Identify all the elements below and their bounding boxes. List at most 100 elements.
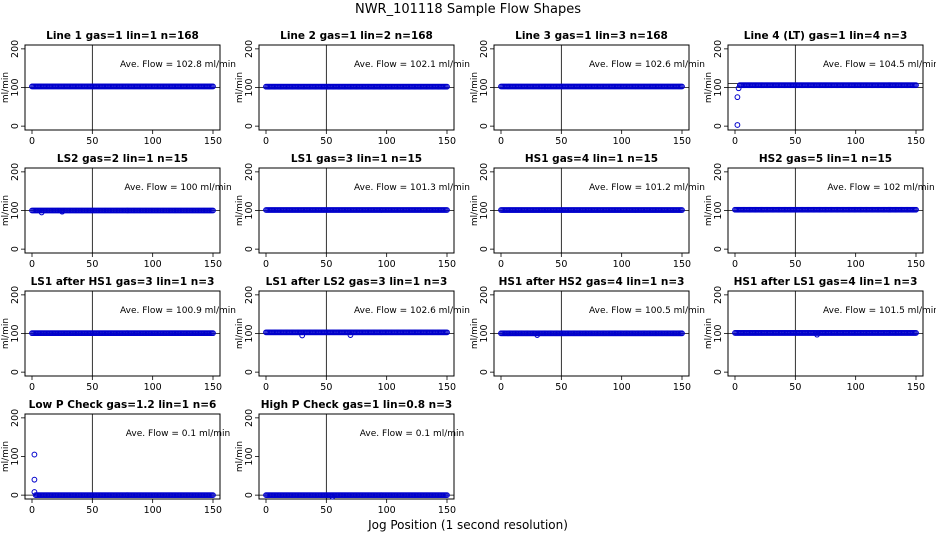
- average-flow-annotation: Ave. Flow = 100.9 ml/min: [120, 306, 236, 316]
- y-tick-label: 200: [713, 40, 724, 58]
- panel-title: High P Check gas=1 lin=0.8 n=3: [261, 399, 452, 411]
- data-point: [444, 329, 450, 336]
- x-tick-label: 100: [378, 136, 396, 147]
- panel-12: HS1 after LS1 gas=4 lin=1 n=3 0 50 100 150 0 1…: [704, 276, 936, 393]
- y-axis-label: ml/min: [235, 195, 245, 226]
- x-tick-label: 0: [498, 136, 504, 147]
- x-tick-label: 150: [204, 259, 222, 270]
- y-axis-label: ml/min: [235, 441, 245, 472]
- panel-title: HS2 gas=5 lin=1 n=15: [759, 153, 892, 165]
- x-tick-label: 0: [263, 259, 269, 270]
- x-tick-label: 0: [263, 505, 269, 516]
- data-point: [913, 330, 919, 336]
- panel-10: LS1 after LS2 gas=3 lin=1 n=3 0 50 100 150 0 1…: [235, 276, 470, 393]
- panel-11: HS1 after HS2 gas=4 lin=1 n=3 0 50 100 150 0 1…: [470, 276, 705, 393]
- data-point: [534, 332, 541, 338]
- x-tick-label: 0: [29, 136, 35, 147]
- x-tick-label: 150: [673, 259, 691, 270]
- x-tick-label: 150: [438, 505, 456, 516]
- y-tick-label: 200: [479, 163, 490, 181]
- x-tick-label: 150: [907, 259, 925, 270]
- x-tick-label: 50: [320, 505, 332, 516]
- x-tick-label: 0: [263, 136, 269, 147]
- data-point: [31, 451, 38, 458]
- x-tick-label: 50: [555, 259, 567, 270]
- x-tick-label: 100: [613, 382, 631, 393]
- x-tick-label: 150: [907, 382, 925, 393]
- y-axis-label: ml/min: [470, 318, 480, 349]
- panel-title: Line 2 gas=1 lin=2 n=168: [280, 30, 433, 42]
- x-tick-label: 50: [789, 136, 801, 147]
- data-point: [31, 476, 38, 483]
- panel-1: Line 1 gas=1 lin=1 n=168 0 50 100 150 0 100 200…: [1, 30, 236, 147]
- y-tick-label: 0: [10, 369, 21, 375]
- y-tick-label: 100: [479, 324, 490, 342]
- data-point: [444, 492, 450, 499]
- x-tick-label: 0: [498, 382, 504, 393]
- y-tick-label: 0: [10, 123, 21, 129]
- y-axis-label: ml/min: [235, 318, 245, 349]
- x-tick-label: 0: [263, 382, 269, 393]
- panel-8: HS2 gas=5 lin=1 n=15 0 50 100 150 0 100 200 ml/m…: [704, 153, 935, 270]
- x-tick-label: 100: [144, 505, 162, 516]
- data-point: [210, 492, 216, 499]
- x-tick-label: 150: [673, 136, 691, 147]
- x-tick-label: 50: [86, 136, 98, 147]
- x-tick-label: 50: [320, 136, 332, 147]
- data-point: [913, 82, 919, 89]
- data-point: [679, 207, 685, 213]
- panel-title: Line 1 gas=1 lin=1 n=168: [46, 30, 199, 42]
- y-axis-label: ml/min: [704, 195, 714, 226]
- y-tick-label: 200: [713, 286, 724, 304]
- figure-title: NWR_101118 Sample Flow Shapes: [354, 2, 582, 17]
- panel-title: HS1 gas=4 lin=1 n=15: [525, 153, 658, 165]
- y-tick-label: 100: [479, 201, 490, 219]
- average-flow-annotation: Ave. Flow = 0.1 ml/min: [126, 429, 230, 439]
- y-axis-label: ml/min: [1, 72, 11, 103]
- y-tick-label: 200: [479, 40, 490, 58]
- data-point: [444, 207, 450, 213]
- x-tick-label: 100: [144, 259, 162, 270]
- y-tick-label: 200: [10, 409, 21, 427]
- y-tick-label: 100: [713, 201, 724, 219]
- y-tick-label: 200: [10, 286, 21, 304]
- panel-title: LS1 after HS1 gas=3 lin=1 n=3: [31, 276, 215, 288]
- data-point: [444, 83, 450, 90]
- x-tick-label: 150: [438, 259, 456, 270]
- panel-13: Low P Check gas=1.2 lin=1 n=6 0 50 100 150 0 1…: [1, 399, 230, 516]
- x-tick-label: 100: [378, 259, 396, 270]
- y-axis-label: ml/min: [470, 72, 480, 103]
- x-tick-label: 100: [847, 259, 865, 270]
- x-tick-label: 50: [555, 382, 567, 393]
- average-flow-annotation: Ave. Flow = 101.3 ml/min: [354, 183, 470, 193]
- average-flow-annotation: Ave. Flow = 100.5 ml/min: [589, 306, 705, 316]
- panel-7: HS1 gas=4 lin=1 n=15 0 50 100 150 0 100 200 ml/m…: [470, 153, 705, 270]
- y-tick-label: 0: [479, 123, 490, 129]
- y-tick-label: 0: [10, 492, 21, 498]
- data-point: [734, 122, 741, 128]
- data-point: [31, 489, 38, 495]
- x-tick-label: 150: [204, 382, 222, 393]
- y-tick-label: 200: [713, 163, 724, 181]
- panel-title: Low P Check gas=1.2 lin=1 n=6: [29, 399, 217, 411]
- panel-6: LS1 gas=3 lin=1 n=15 0 50 100 150 0 100 200 ml/m…: [235, 153, 470, 270]
- y-tick-label: 0: [10, 246, 21, 252]
- x-tick-label: 0: [29, 259, 35, 270]
- x-tick-label: 50: [86, 505, 98, 516]
- x-tick-label: 50: [86, 382, 98, 393]
- y-axis-label: ml/min: [1, 195, 11, 226]
- y-tick-label: 0: [479, 246, 490, 252]
- panel-title: LS2 gas=2 lin=1 n=15: [57, 153, 188, 165]
- x-tick-label: 150: [438, 136, 456, 147]
- x-tick-label: 100: [144, 136, 162, 147]
- x-tick-label: 100: [378, 382, 396, 393]
- x-tick-label: 0: [732, 259, 738, 270]
- y-tick-label: 100: [479, 78, 490, 96]
- y-tick-label: 100: [244, 78, 255, 96]
- panel-title: Line 4 (LT) gas=1 lin=4 n=3: [744, 30, 908, 42]
- panel-title: HS1 after HS2 gas=4 lin=1 n=3: [499, 276, 685, 288]
- y-tick-label: 0: [713, 123, 724, 129]
- data-point: [347, 332, 354, 338]
- data-point: [59, 208, 66, 215]
- y-tick-label: 100: [244, 324, 255, 342]
